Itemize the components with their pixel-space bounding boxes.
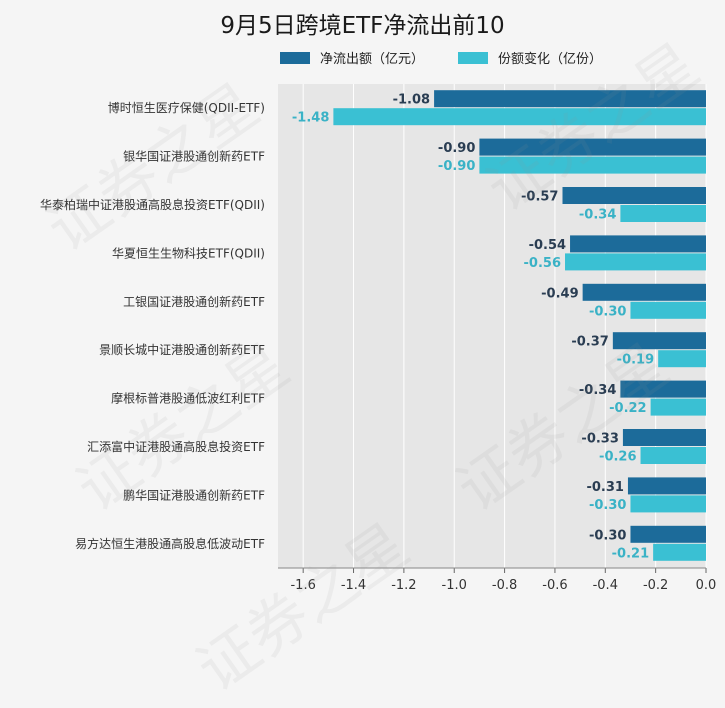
data-label: -0.49: [541, 286, 578, 301]
data-label: -0.33: [581, 432, 618, 447]
x-tick-label: -1.6: [290, 578, 315, 593]
bar-share-change: [565, 253, 706, 271]
category-label: 摩根标普港股通低波红利ETF: [111, 391, 265, 406]
category-label: 工银国证港股通创新药ETF: [123, 294, 265, 309]
bar-share-change: [650, 398, 706, 416]
bar-share-change: [653, 543, 706, 561]
data-label: -0.57: [521, 190, 558, 205]
bar-share-change: [620, 205, 706, 222]
x-tick-label: -1.4: [341, 578, 366, 593]
legend-item-net-outflow: 净流出额（亿元）: [280, 48, 424, 67]
data-label: -0.56: [524, 256, 561, 271]
bar-share-change: [658, 350, 706, 368]
bar-share-change: [640, 447, 706, 464]
category-label: 博时恒生医疗保健(QDII-ETF): [108, 100, 265, 115]
data-label: -1.08: [393, 93, 430, 108]
chart-title: 9月5日跨境ETF净流出前10: [220, 13, 505, 39]
bar-net-outflow: [582, 283, 706, 301]
data-label: -0.54: [529, 238, 566, 253]
bar-net-outflow: [434, 90, 706, 108]
bar-net-outflow: [570, 235, 706, 253]
bar-net-outflow: [620, 380, 706, 398]
data-label: -0.30: [589, 304, 626, 319]
data-label: -0.21: [612, 546, 649, 561]
bar-net-outflow: [630, 525, 706, 543]
bar-net-outflow: [622, 429, 706, 446]
x-tick-label: -1.0: [442, 578, 467, 593]
category-label: 华泰柏瑞中证港股通高股息投资ETF(QDII): [40, 197, 265, 212]
bar-net-outflow: [562, 187, 706, 204]
data-label: -0.34: [579, 208, 616, 223]
data-label: -0.30: [589, 498, 626, 513]
data-label: -1.48: [292, 111, 329, 126]
bar-share-change: [333, 108, 706, 126]
x-tick-label: -0.8: [492, 578, 517, 593]
data-label: -0.90: [438, 159, 475, 174]
legend-swatch-share-change: [458, 51, 489, 64]
category-label: 汇添富中证港股通高股息投资ETF: [87, 439, 265, 454]
x-tick-label: -0.2: [643, 578, 668, 593]
legend-label-net-outflow: 净流出额（亿元）: [320, 52, 425, 67]
category-label: 华夏恒生生物科技ETF(QDII): [112, 246, 265, 260]
data-label: -0.34: [579, 383, 616, 398]
data-label: -0.31: [586, 480, 623, 495]
data-label: -0.90: [438, 141, 475, 156]
data-label: -0.22: [609, 401, 646, 416]
legend: 净流出额（亿元） 份额变化（亿份）: [280, 48, 636, 67]
bar-share-change: [630, 301, 706, 319]
x-tick-label: -0.4: [593, 578, 618, 593]
bar-net-outflow: [612, 332, 706, 350]
category-label: 易方达恒生港股通高股息低波动ETF: [75, 536, 265, 551]
x-tick-label: 0.0: [696, 578, 717, 593]
bar-net-outflow: [627, 477, 706, 495]
bar-share-change: [479, 156, 706, 174]
data-label: -0.26: [599, 450, 636, 465]
legend-item-share-change: 份额变化（亿份）: [458, 48, 602, 67]
legend-label-share-change: 份额变化（亿份）: [498, 52, 603, 67]
data-label: -0.30: [589, 528, 626, 543]
x-tick-label: -0.6: [542, 578, 567, 593]
category-label: 景顺长城中证港股通创新药ETF: [99, 342, 265, 357]
data-label: -0.19: [617, 353, 654, 368]
legend-swatch-net-outflow: [280, 51, 310, 64]
bar-share-change: [630, 495, 706, 513]
x-tick-label: -1.2: [391, 578, 416, 593]
category-label: 鹏华国证港股通创新药ETF: [123, 487, 265, 502]
chart-plot: -1.6 -1.4 -1.2 -1.0 -0.8 -0.6 -0.4 -0.2 0.0 博时恒生医…: [40, 84, 717, 593]
category-label: 银华国证港股通创新药ETF: [123, 149, 265, 164]
data-label: -0.37: [571, 335, 608, 350]
bar-net-outflow: [479, 138, 706, 156]
